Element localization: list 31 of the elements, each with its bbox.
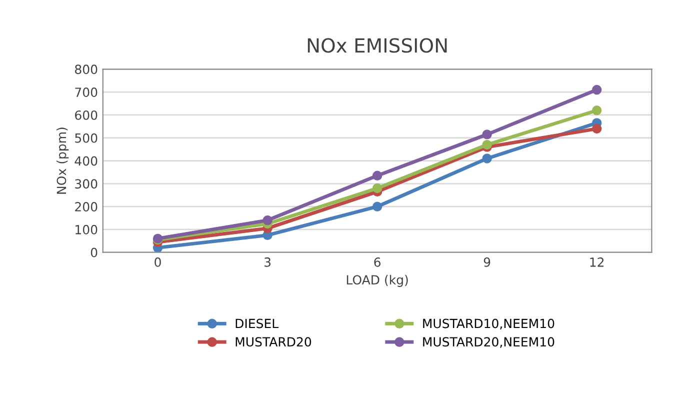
x-tick-label: 9: [484, 257, 490, 267]
y-tick-label: 700: [75, 88, 98, 98]
y-tick-label: 300: [75, 179, 98, 189]
legend-label: DIESEL: [236, 318, 279, 328]
y-tick-label: 200: [75, 202, 98, 212]
legend-label: MUSTARD20,NEEM10: [423, 337, 554, 348]
x-axis-title: LOAD (kg): [346, 274, 408, 287]
y-tick-label: 0: [90, 248, 98, 258]
point: [372, 183, 382, 194]
point: [482, 130, 492, 140]
point: [262, 215, 272, 226]
y-axis-title: NOx (ppm): [56, 128, 69, 194]
point: [372, 202, 382, 212]
x-tick-label: 3: [264, 257, 271, 267]
chart-title: NOx EMISSION: [308, 38, 447, 53]
x-tick-label: 0: [154, 257, 161, 267]
y-tick-label: 600: [75, 110, 98, 120]
y-tick-label: 500: [75, 133, 98, 143]
y-tick-label: 400: [74, 156, 98, 166]
y-tick-label: 800: [75, 64, 98, 74]
x-tick-label: 6: [374, 257, 380, 267]
legend-label: MUSTARD10,NEEM10: [423, 318, 554, 330]
point: [372, 170, 382, 181]
point: [592, 84, 602, 95]
point: [592, 106, 602, 116]
point: [482, 140, 492, 150]
y-tick-label: 100: [76, 224, 98, 234]
point: [592, 124, 602, 134]
legend-label: MUSTARD20: [236, 337, 312, 347]
x-tick-label: 12: [590, 257, 604, 267]
point: [482, 154, 492, 164]
